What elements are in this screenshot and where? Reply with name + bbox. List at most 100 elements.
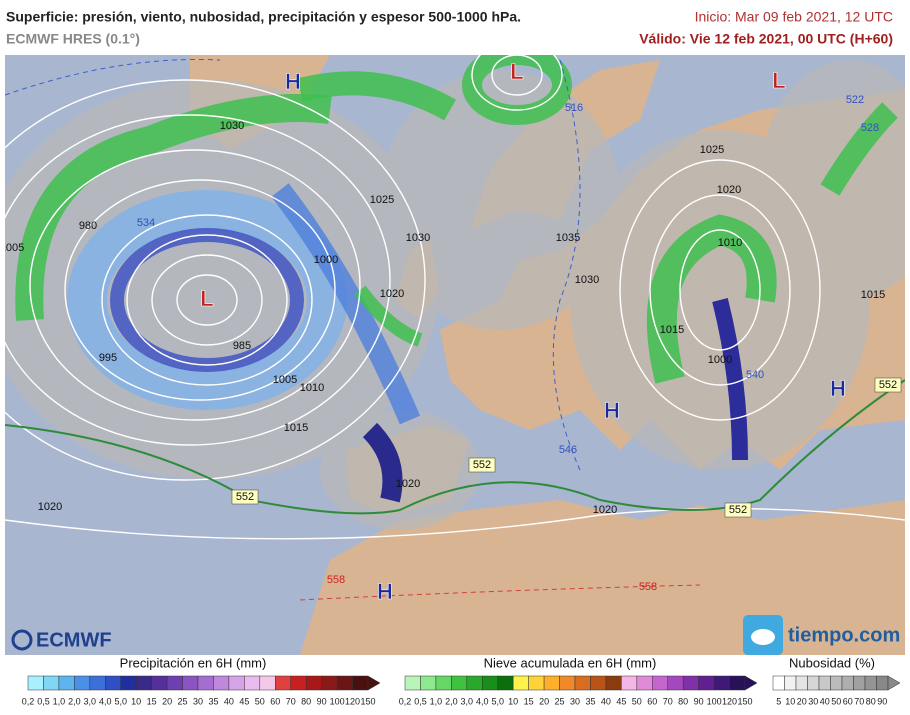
legend-arrow	[744, 675, 758, 691]
thickness-label: 552	[729, 504, 747, 516]
isobar-label: 1025	[370, 194, 394, 206]
isobar-label: 1005	[273, 374, 297, 386]
legend-tick-label: 40	[601, 696, 611, 706]
pressure-center: H	[604, 398, 620, 423]
legend-tick-label: 70	[663, 696, 673, 706]
isobar-label: 1010	[718, 237, 742, 249]
logo-right: tiempo.com	[743, 615, 900, 655]
legend-tick-label: 35	[208, 696, 218, 706]
legend-swatch	[58, 675, 75, 691]
legend-tick-label: 90	[694, 696, 704, 706]
legend: Precipitación en 6H (mm)0,2 0,5 1,0 2,0 3,0 4…	[22, 655, 901, 706]
pressure-center: L	[510, 59, 523, 84]
pressure-center: H	[285, 69, 301, 94]
legend-swatch	[497, 675, 514, 691]
legend-title: Nubosidad (%)	[789, 655, 875, 670]
legend-tick-label: 30	[808, 696, 818, 706]
legend-swatch	[818, 675, 831, 691]
legend-title: Nieve acumulada en 6H (mm)	[484, 655, 657, 670]
isobar-label: 1030	[406, 232, 430, 244]
init-time: Inicio: Mar 09 feb 2021, 12 UTC	[695, 9, 893, 25]
legend-tick-label: 40	[224, 696, 234, 706]
legend-tick-label: 60	[647, 696, 657, 706]
isobar-label: 1000	[708, 354, 732, 366]
thickness-label: 558	[639, 581, 657, 593]
legend-tick-label: 30	[570, 696, 580, 706]
thickness-label: 546	[559, 444, 577, 456]
legend-tick-label: 10	[508, 696, 518, 706]
legend-swatch	[652, 675, 668, 691]
legend-swatch	[841, 675, 854, 691]
legend-swatch	[713, 675, 730, 691]
legend-tick-label: 100	[330, 696, 345, 706]
legend-swatch	[244, 675, 261, 691]
legend-swatch	[135, 675, 152, 691]
legend-tick-label: 4,0	[476, 696, 489, 706]
legend-swatch	[435, 675, 452, 691]
logo-ecmwf: ECMWF	[36, 629, 112, 651]
legend-tick-label: 50	[632, 696, 642, 706]
legend-swatch	[420, 675, 437, 691]
legend-tick-label: 150	[360, 696, 375, 706]
legend-tick-label: 5	[776, 696, 781, 706]
legend-tick-label: 60	[270, 696, 280, 706]
legend-tick-label: 20	[539, 696, 549, 706]
isobar-label: 1030	[220, 120, 244, 132]
legend-swatch	[151, 675, 168, 691]
isobar-label: 1025	[700, 144, 724, 156]
legend-swatch	[404, 675, 421, 691]
legend-tick-label: 0,2	[399, 696, 412, 706]
legend-swatch	[259, 675, 276, 691]
thickness-line	[552, 59, 581, 471]
legend-tick-label: 70	[854, 696, 864, 706]
isobar-label: 980	[79, 220, 97, 232]
legend-tick-label: 0,5	[414, 696, 427, 706]
legend-swatch	[772, 675, 785, 691]
legend-tick-label: 10	[131, 696, 141, 706]
pressure-center: H	[377, 579, 393, 604]
pressure-center: L	[200, 286, 213, 311]
legend-swatch	[197, 675, 214, 691]
legend-tick-label: 15	[147, 696, 157, 706]
thickness-label: 534	[137, 217, 155, 229]
legend-tick-label: 70	[286, 696, 296, 706]
thickness-line	[299, 584, 701, 601]
legend-tick-label: 15	[524, 696, 534, 706]
legend-tick-label: 3,0	[461, 696, 474, 706]
legend-swatch	[74, 675, 91, 691]
thickness-label-box	[724, 502, 752, 518]
legend-swatch	[512, 675, 529, 691]
legend-tick-label: 20	[162, 696, 172, 706]
legend-swatch	[275, 675, 291, 691]
legend-tick-label: 20	[797, 696, 807, 706]
legend-swatch	[213, 675, 230, 691]
legend-swatch	[290, 675, 307, 691]
isobar-label: 985	[233, 340, 251, 352]
legend-swatch	[482, 675, 498, 691]
legend-tick-label: 150	[737, 696, 752, 706]
thickness-label: 552	[473, 459, 491, 471]
legend-tick-label: 0,2	[22, 696, 35, 706]
isobar-label: 1030	[575, 274, 599, 286]
legend-tick-label: 30	[193, 696, 203, 706]
legend-tick-label: 5,0	[491, 696, 504, 706]
legend-tick-label: 25	[178, 696, 188, 706]
legend-tick-label: 3,0	[84, 696, 97, 706]
legend-swatch	[336, 675, 353, 691]
legend-tick-label: 25	[555, 696, 565, 706]
legend-tick-label: 45	[616, 696, 626, 706]
model-name: ECMWF HRES (0.1°)	[6, 31, 140, 47]
legend-swatch	[682, 675, 699, 691]
valid-time: Válido: Vie 12 feb 2021, 00 UTC (H+60)	[639, 31, 893, 47]
isobar-label: 1020	[396, 478, 420, 490]
legend-tick-label: 2,0	[68, 696, 81, 706]
legend-swatch	[807, 675, 820, 691]
legend-swatch	[352, 675, 369, 691]
isobar-label: 1020	[38, 501, 62, 513]
thickness-line	[5, 58, 221, 96]
thickness-label: 552	[236, 491, 254, 503]
legend-swatch	[528, 675, 545, 691]
legend-tick-label: 80	[866, 696, 876, 706]
legend-swatch	[784, 675, 797, 691]
legend-swatch	[27, 675, 44, 691]
